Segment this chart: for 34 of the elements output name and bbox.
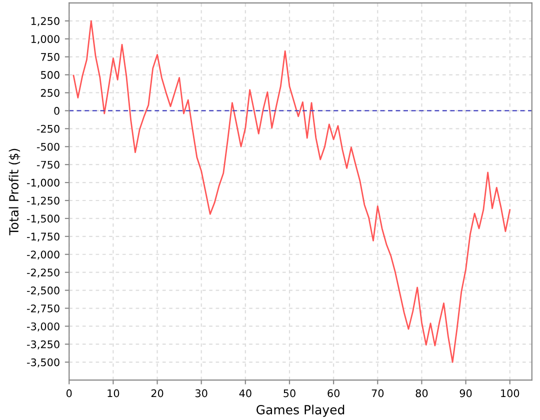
y-tick-label: -1,000 <box>27 178 60 188</box>
y-tick-label: 1,000 <box>31 35 60 44</box>
x-tick-label: 10 <box>108 389 120 398</box>
x-tick-label: 20 <box>151 389 164 398</box>
x-tick-label: 80 <box>416 389 428 398</box>
y-tick-label: -1,750 <box>27 232 60 242</box>
y-tick-label: -2,250 <box>27 268 60 278</box>
y-tick-label: -250 <box>36 124 60 133</box>
y-tick-label: -2,750 <box>27 304 60 314</box>
y-tick-label: 1,250 <box>31 17 60 26</box>
x-tick-label: 60 <box>328 389 340 398</box>
x-axis-title: Games Played <box>256 404 344 417</box>
x-tick-label: 30 <box>196 389 208 398</box>
x-tick-label: 90 <box>460 389 472 398</box>
x-tick-label: 40 <box>239 389 252 398</box>
y-tick-label: 0 <box>54 106 60 115</box>
y-tick-label: -1,250 <box>27 196 60 206</box>
x-tick-label: 0 <box>66 389 72 398</box>
y-tick-label: -3,500 <box>27 358 60 368</box>
y-axis-title: Total Profit ($) <box>8 148 20 236</box>
line-series <box>72 20 511 363</box>
y-tick-label: -750 <box>36 160 60 169</box>
x-tick-label: 70 <box>372 389 384 398</box>
y-tick-label: -3,000 <box>27 322 60 332</box>
y-tick-label: -2,500 <box>27 286 60 296</box>
y-tick-label: -500 <box>36 142 60 151</box>
y-tick-label: -2,000 <box>27 250 60 260</box>
x-tick-label: 50 <box>284 389 296 398</box>
y-tick-label: -3,250 <box>27 340 60 350</box>
y-tick-label: 250 <box>40 88 60 97</box>
y-tick-label: 500 <box>41 71 60 79</box>
x-tick-label: 100 <box>501 389 520 398</box>
y-tick-label: -1,500 <box>27 214 60 224</box>
y-tick-label: 750 <box>41 53 60 61</box>
